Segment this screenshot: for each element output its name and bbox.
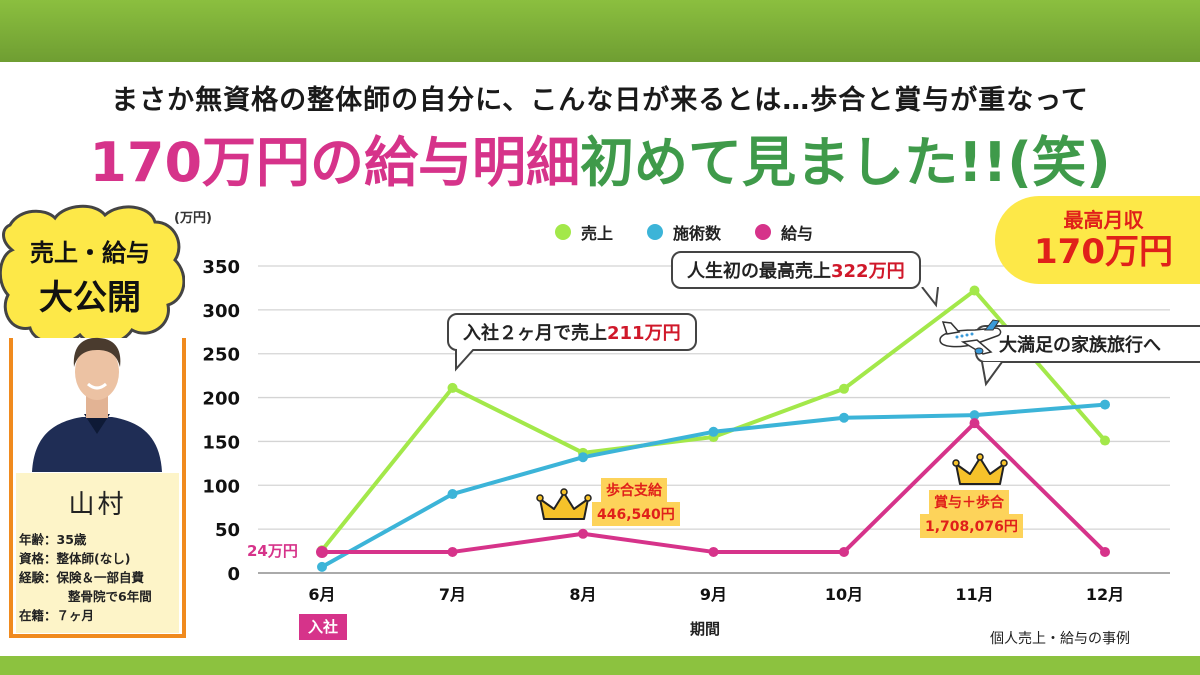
crown-icon-november	[952, 453, 1008, 485]
data-point-2-0	[316, 545, 328, 558]
data-point-0-4	[839, 383, 849, 394]
data-point-2-4	[839, 546, 849, 557]
y-tick-label: 0	[227, 564, 240, 585]
x-tick-label: 6月	[308, 585, 335, 604]
tag-november-label: 賞与＋歩合	[929, 490, 1009, 514]
profile-name: 山村	[68, 490, 127, 520]
airplane-icon	[939, 319, 1002, 355]
profile-qualification: 資格：整体師(なし)	[19, 551, 131, 566]
y-tick-label: 200	[202, 389, 240, 410]
data-point-2-1	[447, 546, 458, 557]
profile-experience: 経験：保険＆一部自費	[19, 570, 145, 585]
tag-august-amount: 446,540円	[592, 502, 680, 526]
max-income-label: 最高月収	[1063, 208, 1144, 232]
legend-dot-sales	[555, 224, 571, 240]
x-tick-label: 9月	[700, 585, 727, 604]
source-note: 個人売上・給与の事例	[990, 631, 1130, 647]
x-tick-label: 12月	[1086, 585, 1124, 604]
legend-item-treatments: 施術数	[647, 220, 721, 244]
data-point-2-2	[578, 528, 588, 539]
bottom-banner	[0, 656, 1200, 675]
tag-august-label: 歩合支給	[601, 478, 667, 502]
y-tick-label: 250	[202, 345, 240, 366]
y-axis-unit: (万円)	[174, 211, 212, 226]
cloud-text: 売上・給与 大公開	[0, 233, 180, 319]
callout-november: 人生初の最高売上322万円	[671, 251, 921, 289]
x-tick-label: 11月	[955, 585, 993, 604]
callout-travel-tail	[981, 362, 1003, 387]
y-tick-label: 50	[215, 520, 240, 541]
legend-item-salary: 給与	[755, 220, 813, 244]
legend-dot-salary	[755, 224, 772, 240]
top-banner	[0, 0, 1200, 62]
data-point-1-3	[708, 426, 719, 437]
data-point-1-6	[1100, 399, 1110, 410]
data-point-0-6	[1100, 435, 1110, 446]
callout-july-tail	[455, 349, 475, 372]
data-point-2-5	[969, 418, 980, 429]
crown-icon-august	[536, 488, 592, 520]
legend-item-sales: 売上	[555, 220, 613, 244]
data-point-1-0	[317, 561, 327, 572]
max-income-badge: 最高月収 170万円	[995, 196, 1200, 284]
data-point-1-4	[839, 412, 849, 423]
profile-info-box	[16, 473, 179, 633]
x-tick-label: 10月	[825, 585, 863, 604]
headline-pink: 170万円の給与明細	[89, 131, 581, 194]
chart-legend: 売上 施術数 給与	[555, 220, 813, 244]
legend-dot-treatments	[647, 224, 664, 240]
join-badge: 入社	[299, 614, 347, 640]
max-income-value: 170万円	[1034, 232, 1173, 272]
subtitle: まさか無資格の整体師の自分に、こんな日が来るとは…歩合と賞与が重なって	[111, 85, 1089, 116]
profile-info: 年齢：35歳 資格：整体師(なし) 経験：保険＆一部自費 整骨院で6年間 在籍：…	[19, 530, 152, 625]
profile-age: 年齢：35歳	[19, 532, 87, 547]
x-axis-title: 期間	[690, 620, 721, 638]
tag-november-amount: 1,708,076円	[920, 514, 1023, 538]
headline: 170万円の給与明細初めて見ました!!(笑)	[0, 118, 1200, 197]
data-point-1-1	[447, 489, 458, 500]
data-point-1-5	[969, 410, 980, 421]
callout-november-tail	[921, 287, 939, 308]
data-point-0-5	[969, 285, 980, 296]
y-tick-label: 300	[202, 301, 240, 322]
profile-experience-2: 整骨院で6年間	[68, 589, 152, 604]
data-point-2-6	[1100, 546, 1110, 557]
y-tick-label: 100	[202, 476, 240, 497]
cloud-line1: 売上・給与	[30, 239, 150, 267]
cloud-bubble	[0, 204, 185, 346]
data-point-2-3	[708, 546, 719, 557]
data-point-0-1	[447, 382, 458, 393]
callout-july: 入社２ヶ月で売上211万円	[447, 313, 697, 351]
callout-travel: 大満足の家族旅行へ	[975, 325, 1200, 363]
data-point-1-2	[578, 452, 588, 463]
y-tick-label: 350	[202, 257, 240, 278]
y-tick-label: 150	[202, 432, 240, 453]
headline-green: 初めて見ました!!(笑)	[580, 131, 1111, 194]
x-tick-label: 8月	[569, 585, 596, 604]
profile-tenure: 在籍：７ヶ月	[19, 608, 95, 623]
cloud-line2: 大公開	[39, 278, 141, 318]
start-salary-label: 24万円	[247, 542, 298, 560]
x-tick-label: 7月	[439, 585, 466, 604]
profile-photo	[22, 322, 172, 472]
